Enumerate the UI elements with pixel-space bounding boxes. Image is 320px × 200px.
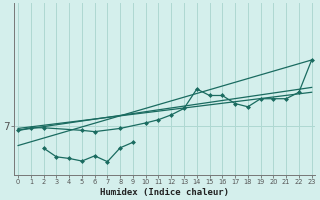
X-axis label: Humidex (Indice chaleur): Humidex (Indice chaleur) bbox=[100, 188, 229, 197]
